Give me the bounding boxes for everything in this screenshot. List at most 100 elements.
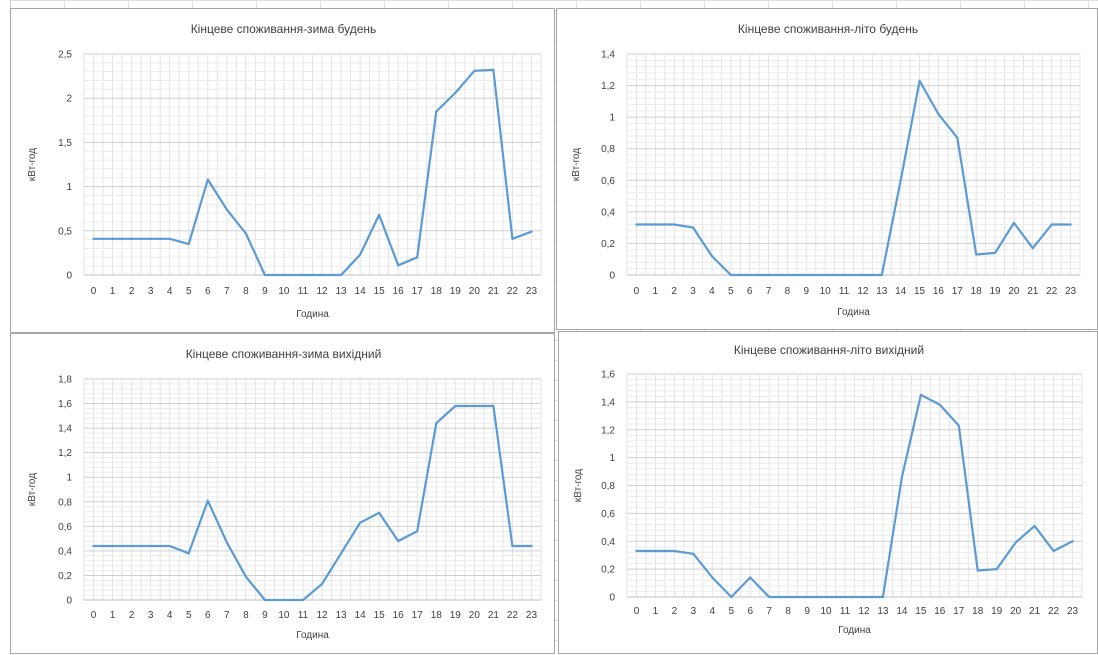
- chart-3-data-point: [635, 549, 638, 553]
- chart-1-y-tick-label: 1,4: [601, 50, 615, 61]
- chart-3-x-tick-label: 8: [785, 606, 791, 617]
- chart-0-data-point: [378, 213, 381, 216]
- chart-2-data-point: [435, 422, 438, 425]
- chart-1-y-tick-label: 0,6: [601, 176, 615, 187]
- chart-1-data-point: [937, 112, 940, 116]
- chart-0-y-tick-label: 1,5: [58, 138, 72, 149]
- chart-3-data-point: [995, 568, 998, 571]
- chart-1-data-point: [673, 223, 676, 226]
- chart-2-x-tick-label: 3: [148, 610, 154, 621]
- chart-2-y-tick-label: 1,4: [58, 424, 72, 435]
- chart-0-x-tick-label: 7: [224, 286, 230, 297]
- chart-3-data-point: [673, 549, 676, 553]
- chart-2-data-point: [359, 521, 362, 524]
- chart-panel-summer-weekday[interactable]: Кінцеве споживання-літо будень 0 0,2 0,4 0,6…: [556, 8, 1098, 330]
- chart-3-x-tick-label: 15: [915, 606, 927, 617]
- chart-2-data-point: [149, 544, 152, 548]
- chart-3-x-axis-label: Година: [838, 625, 871, 636]
- chart-3-x-tick-label: 2: [672, 606, 678, 617]
- chart-0-x-tick-label: 0: [91, 286, 97, 297]
- chart-3-y-tick-label: 0,2: [601, 565, 615, 576]
- chart-0-data-point: [416, 256, 419, 259]
- chart-0-data-point: [92, 237, 95, 240]
- chart-3-x-tick-label: 9: [804, 606, 810, 617]
- chart-2-y-tick-label: 0,8: [58, 497, 72, 508]
- chart-0-x-tick-label: 22: [507, 286, 519, 297]
- chart-2-data-point: [339, 552, 343, 555]
- chart-0-y-tick-label: 2,5: [58, 50, 72, 61]
- chart-3-data-point: [749, 576, 752, 579]
- chart-3-x-tick-label: 21: [1029, 606, 1041, 617]
- chart-3-data-point: [730, 595, 733, 599]
- chart-1-y-axis-label: кВт-год: [571, 148, 582, 181]
- chart-1-x-tick-label: 21: [1027, 286, 1039, 297]
- chart-2-x-tick-label: 17: [412, 610, 424, 621]
- chart-3-data-point: [806, 595, 809, 599]
- chart-3-data-point: [881, 595, 885, 599]
- chart-2-x-tick-label: 18: [431, 610, 443, 621]
- chart-3-data-point: [919, 393, 922, 397]
- chart-0-x-tick-label: 21: [488, 286, 500, 297]
- chart-3-y-tick-label: 0,6: [601, 509, 615, 520]
- chart-0-data-point: [435, 110, 438, 113]
- chart-3-data-point: [957, 424, 960, 427]
- chart-0-x-tick-label: 10: [278, 286, 290, 297]
- chart-0-x-tick-label: 4: [167, 286, 173, 297]
- chart-0-data-point: [359, 253, 362, 256]
- chart-2-series-line: [92, 404, 533, 602]
- chart-1-data-point: [635, 223, 638, 226]
- chart-1-data-point: [786, 273, 789, 277]
- chart-3-x-tick-label: 17: [953, 606, 965, 617]
- chart-2-data-point: [416, 530, 419, 533]
- chart-3-y-tick-label: 1,4: [601, 397, 615, 408]
- chart-3-x-tick-label: 18: [972, 606, 984, 617]
- chart-0-x-tick-label: 3: [148, 286, 154, 297]
- chart-1-y-tick-label: 1,2: [601, 81, 615, 92]
- chart-2-x-tick-label: 13: [336, 610, 348, 621]
- chart-2-x-tick-label: 1: [110, 610, 116, 621]
- chart-1-data-point: [956, 136, 959, 139]
- chart-2-x-tick-label: 15: [374, 610, 386, 621]
- chart-1-data-point: [729, 273, 732, 277]
- chart-0-data-point: [225, 208, 228, 211]
- chart-3-data-point: [976, 569, 979, 572]
- chart-1-data-point: [1069, 223, 1072, 226]
- chart-panel-winter-weekday[interactable]: Кінцеве споживання-зима будень 0 0,5 1 1,5 2 2…: [10, 8, 555, 333]
- chart-2-y-tick-label: 1,2: [58, 448, 72, 459]
- chart-0-data-point: [397, 264, 400, 267]
- chart-2-x-tick-label: 22: [507, 610, 519, 621]
- chart-2-x-tick-label: 10: [278, 610, 290, 621]
- chart-3-x-tick-label: 10: [821, 606, 833, 617]
- chart-1-data-point: [710, 254, 714, 258]
- chart-panel-winter-weekend[interactable]: Кінцеве споживання-зима вихідний 0 0,2 0,4 0…: [10, 333, 555, 654]
- chart-svg-summer-weekend: Кінцеве споживання-літо вихідний 0 0,2 0,4 0…: [573, 343, 1083, 636]
- chart-0-data-point: [111, 237, 114, 240]
- chart-0-x-tick-label: 20: [469, 286, 481, 297]
- chart-panel-summer-weekend[interactable]: Кінцеве споживання-літо вихідний 0 0,2 0,4 0…: [558, 331, 1098, 654]
- chart-0-x-tick-label: 1: [110, 286, 116, 297]
- chart-1-series-line: [635, 79, 1072, 277]
- chart-2-y-tick-label: 0,2: [58, 571, 72, 582]
- chart-2-y-tick-label: 0,4: [58, 546, 72, 557]
- chart-1-y-tick-label: 0,2: [601, 239, 615, 250]
- chart-3-data-point: [654, 549, 657, 553]
- chart-2-data-point: [206, 499, 209, 502]
- chart-1-x-tick-label: 7: [766, 286, 772, 297]
- chart-0-y-tick-label: 2: [66, 94, 72, 105]
- chart-2-data-point: [473, 404, 476, 408]
- chart-3-data-point: [768, 595, 771, 599]
- chart-2-data-point: [92, 544, 95, 548]
- chart-3-data-point: [692, 552, 695, 555]
- chart-2-x-tick-label: 5: [186, 610, 192, 621]
- chart-0-data-point: [130, 237, 133, 240]
- chart-2-x-tick-label: 9: [262, 610, 268, 621]
- chart-2-data-point: [378, 511, 381, 514]
- chart-3-y-tick-label: 1,6: [601, 370, 615, 381]
- chart-3-x-tick-label: 11: [840, 606, 851, 617]
- chart-1-x-tick-label: 9: [804, 286, 810, 297]
- chart-1-y-tick-label: 0,8: [601, 144, 615, 155]
- chart-3-y-tick-label: 0: [609, 593, 615, 604]
- chart-2-y-axis-label: кВт-год: [27, 473, 38, 506]
- chart-1-x-tick-label: 8: [785, 286, 791, 297]
- chart-3-series-line: [635, 393, 1074, 599]
